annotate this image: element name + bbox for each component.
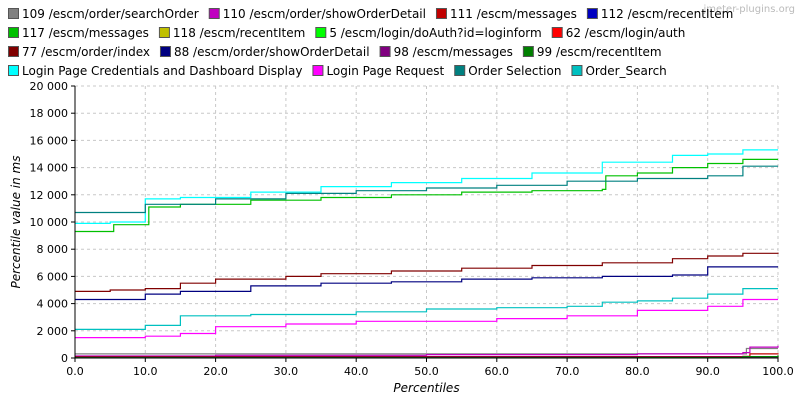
series-line-13 (75, 149, 778, 224)
x-tick-label: 0.0 (66, 365, 84, 378)
x-tick-label: 10.0 (133, 365, 158, 378)
y-tick-label: 10 000 (30, 216, 69, 229)
y-tick-label: 0 (61, 352, 68, 365)
legend-swatch (159, 46, 171, 57)
legend-label: 110 /escm/order/showOrderDetail (223, 7, 426, 21)
plot-background (75, 86, 778, 358)
legend-swatch (571, 65, 583, 76)
legend-item-13: Login Page Credentials and Dashboard Dis… (8, 64, 302, 78)
series-line-16 (75, 288, 778, 330)
y-tick-label: 8 000 (37, 243, 69, 256)
legend-swatch (8, 65, 19, 76)
legend-label: Login Page Credentials and Dashboard Dis… (22, 64, 302, 78)
y-tick-label: 4 000 (37, 298, 69, 311)
legend-item-5: 117 /escm/messages (8, 26, 149, 40)
legend-label: 111 /escm/messages (450, 7, 577, 21)
legend-swatch (435, 8, 447, 19)
legend-label: 88 /escm/order/showOrderDetail (174, 45, 370, 59)
legend-swatch (522, 46, 534, 57)
legend-swatch (8, 46, 19, 57)
x-tick-label: 30.0 (274, 365, 299, 378)
legend-item-3: 111 /escm/messages (435, 7, 577, 21)
x-tick-label: 90.0 (695, 365, 720, 378)
legend-label: 109 /escm/order/searchOrder (22, 7, 199, 21)
legend-item-15: Order Selection (454, 64, 561, 78)
legend-item-1: 109 /escm/order/searchOrder (8, 7, 199, 21)
legend-item-7: 5 /escm/login/doAuth?id=loginform (315, 26, 542, 40)
y-axis-title: Percentile value in ms (9, 156, 23, 289)
plot-area: 0.0 10.0 20.0 30.0 40.0 50.0 60.0 70.0 80.0 90.0 1… (30, 80, 794, 378)
legend-label: 99 /escm/recentItem (537, 45, 662, 59)
legend-item-2: 110 /escm/order/showOrderDetail (208, 7, 426, 21)
legend-swatch (586, 8, 598, 19)
legend-label: 77 /escm/order/index (22, 45, 150, 59)
legend-item-8: 62 /escm/login/auth (551, 26, 686, 40)
x-axis-title: Percentiles (393, 381, 459, 395)
y-tick-label: 14 000 (30, 162, 69, 175)
legend-label: 98 /escm/messages (394, 45, 513, 59)
x-tick-label: 80.0 (625, 365, 650, 378)
axes: 0.0 10.0 20.0 30.0 40.0 50.0 60.0 70.0 80.0 90.0 1… (30, 80, 794, 378)
series-line-15 (75, 165, 778, 214)
legend-item-16: Order_Search (571, 64, 667, 78)
legend-swatch (208, 8, 220, 19)
y-tick-label: 12 000 (30, 189, 69, 202)
legend-label: Order Selection (468, 64, 561, 78)
legend-label: 117 /escm/messages (22, 26, 149, 40)
legend-swatch (551, 27, 563, 38)
legend-swatch (315, 27, 327, 38)
legend-item-10: 88 /escm/order/showOrderDetail (159, 45, 370, 59)
legend-swatch (158, 27, 170, 38)
legend-label: Order_Search (585, 64, 666, 78)
series-line-2 (75, 345, 779, 357)
legend-label: 112 /escm/recentItem (601, 7, 733, 21)
x-tick-label: 100.0 (762, 365, 794, 378)
legend-label: 62 /escm/login/auth (566, 26, 686, 40)
legend-swatch (8, 8, 19, 19)
y-tick-label: 2 000 (37, 325, 69, 338)
series-line-10 (75, 266, 778, 301)
legend-swatch (379, 46, 391, 57)
legend-item-9: 77 /escm/order/index (8, 45, 150, 59)
x-tick-label: 50.0 (414, 365, 439, 378)
series-line-14 (75, 298, 778, 339)
series-line-1 (75, 347, 778, 355)
y-tick-label: 20 000 (30, 80, 69, 93)
legend-item-14: Login Page Request (312, 64, 445, 78)
legend-swatch (312, 65, 324, 76)
series-line-5 (75, 158, 778, 233)
legend-item-11: 98 /escm/messages (379, 45, 513, 59)
legend-label: 5 /escm/login/doAuth?id=loginform (329, 26, 541, 40)
series-line-9 (75, 252, 779, 292)
legend-swatch (8, 27, 19, 38)
y-tick-label: 18 000 (30, 107, 69, 120)
legend-label: 118 /escm/recentItem (173, 26, 305, 40)
x-tick-label: 20.0 (203, 365, 228, 378)
y-tick-label: 16 000 (30, 134, 69, 147)
legend-item-4: 112 /escm/recentItem (586, 7, 733, 21)
legend-label: Login Page Request (326, 64, 444, 78)
legend-swatch (454, 65, 466, 76)
legend: 109 /escm/order/searchOrder 110 /escm/ord… (8, 7, 733, 78)
x-tick-label: 70.0 (555, 365, 580, 378)
x-tick-label: 40.0 (344, 365, 369, 378)
x-tick-label: 60.0 (485, 365, 510, 378)
watermark: jmeter-plugins.org (702, 4, 795, 15)
legend-item-6: 118 /escm/recentItem (158, 26, 305, 40)
y-tick-label: 6 000 (37, 270, 69, 283)
legend-item-12: 99 /escm/recentItem (522, 45, 662, 59)
